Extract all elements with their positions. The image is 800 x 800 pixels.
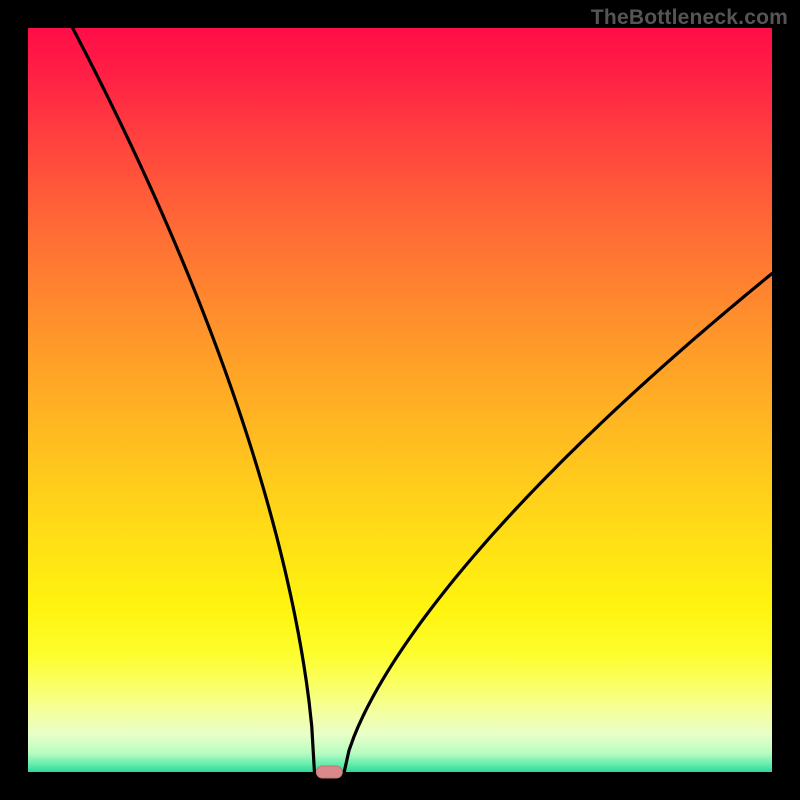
optimal-point-marker [316,766,342,778]
chart-svg [0,0,800,800]
bottleneck-chart: TheBottleneck.com [0,0,800,800]
chart-plot-area [28,28,772,772]
watermark-text: TheBottleneck.com [591,6,788,30]
